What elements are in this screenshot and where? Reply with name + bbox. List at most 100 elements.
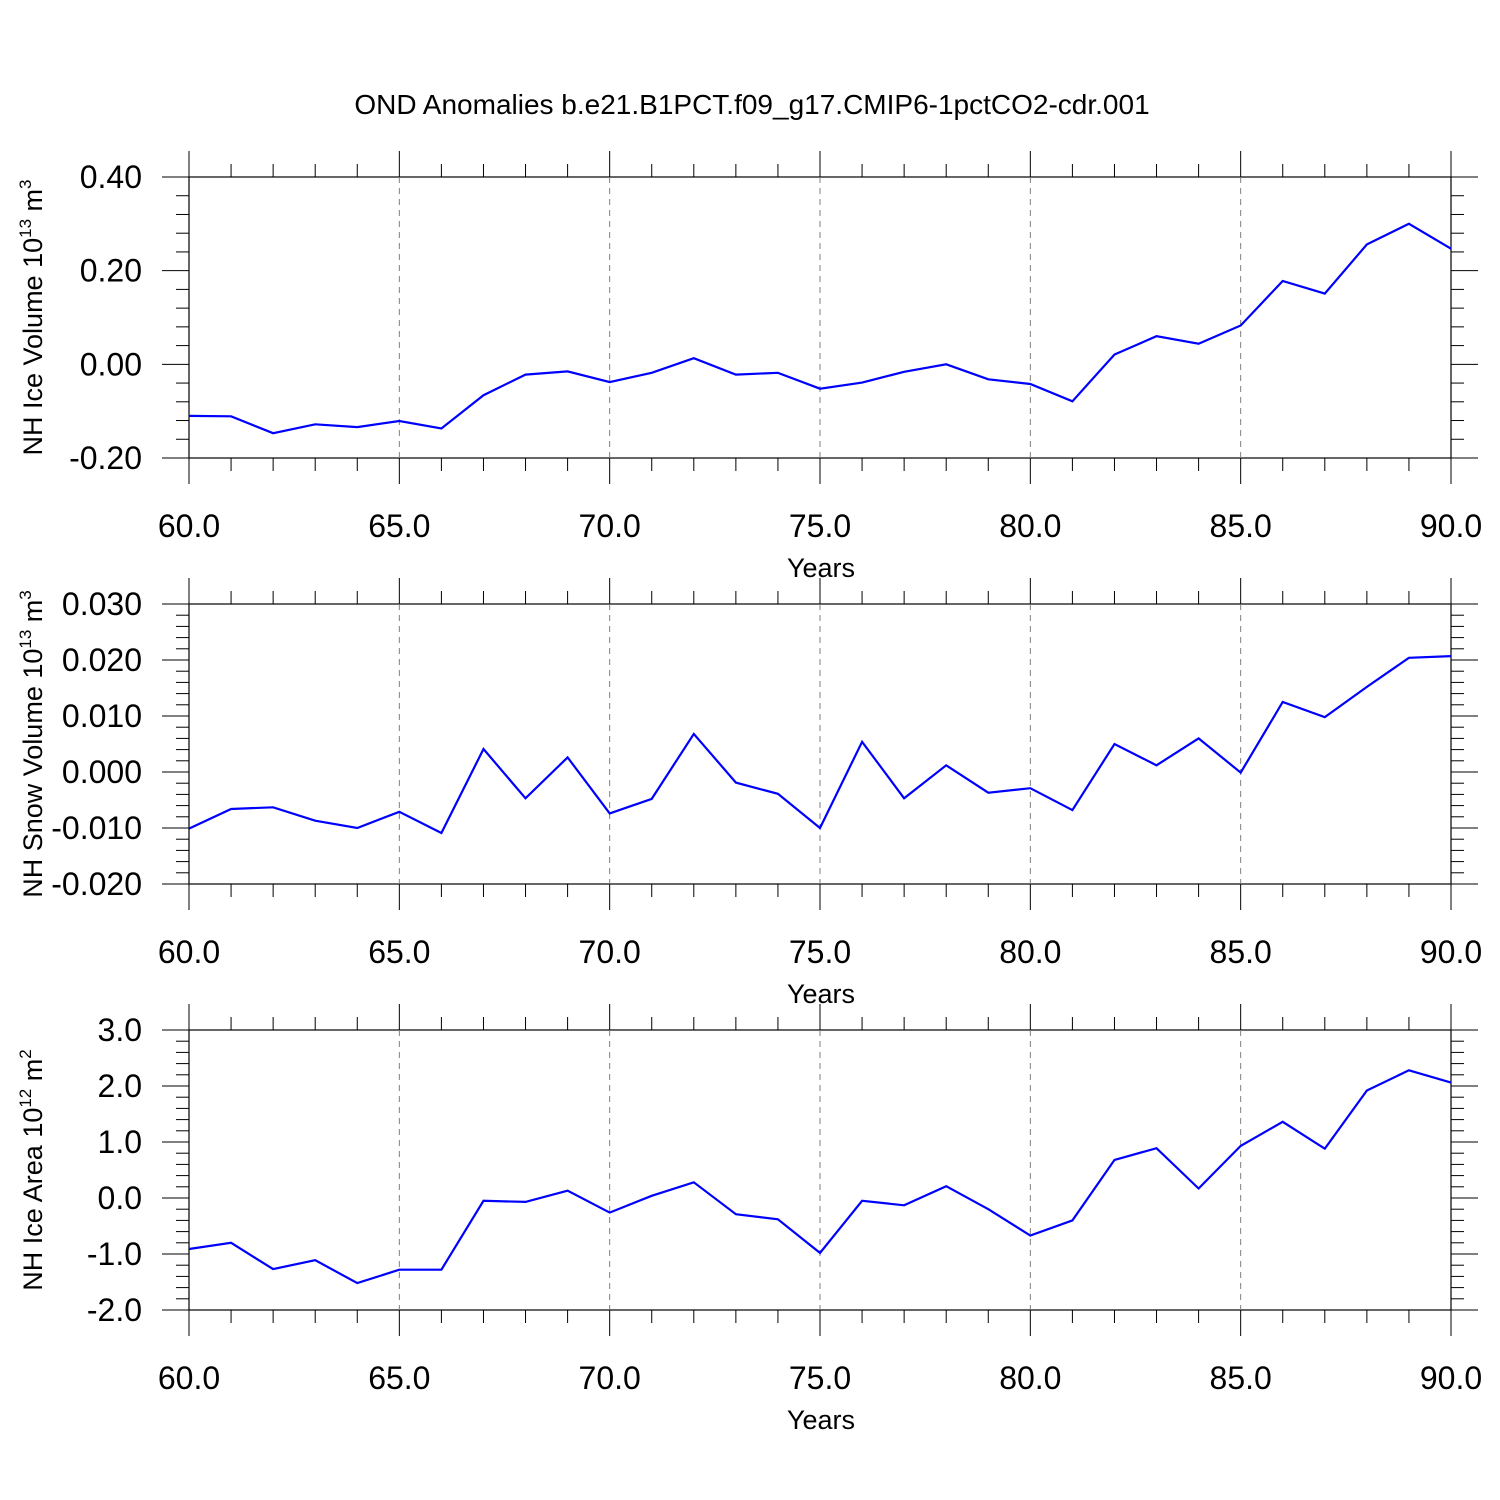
x-tick-label: 70.0	[579, 1360, 641, 1396]
y-axis-label-text: NH Ice Volume 10	[18, 238, 48, 456]
data-point	[314, 1259, 316, 1261]
x-tick-label: 90.0	[1420, 934, 1482, 970]
x-tick-label: 85.0	[1210, 934, 1272, 970]
data-point	[735, 782, 737, 784]
data-point	[314, 423, 316, 425]
data-point	[735, 1213, 737, 1215]
y-tick-label: -0.20	[69, 440, 142, 476]
data-point	[1113, 743, 1115, 745]
panels: 60.0 65.0 70.0 75.0 80.0 85.0 90.0 -0.20 0.00 0.2…	[16, 151, 1482, 1435]
data-point	[777, 372, 779, 374]
y-axis-label-text: NH Ice Area 10	[18, 1108, 48, 1291]
data-point	[398, 1269, 400, 1271]
data-point	[987, 378, 989, 380]
x-tick-label: 60.0	[158, 1360, 220, 1396]
data-point	[1071, 1219, 1073, 1221]
data-point	[1240, 772, 1242, 774]
data-point	[1450, 248, 1452, 250]
y-axis-label-superscript: 3	[16, 180, 35, 189]
data-point	[1366, 1089, 1368, 1091]
data-point	[440, 1269, 442, 1271]
x-tick-label: 80.0	[999, 934, 1061, 970]
data-point	[1324, 1148, 1326, 1150]
data-point	[903, 797, 905, 799]
data-point	[945, 764, 947, 766]
x-tick-label: 60.0	[158, 508, 220, 544]
x-tick-label: 80.0	[999, 508, 1061, 544]
x-tick-label: 80.0	[999, 1360, 1061, 1396]
data-point	[356, 426, 358, 428]
data-point	[693, 733, 695, 735]
data-point	[1324, 293, 1326, 295]
data-point	[1366, 243, 1368, 245]
x-tick-label: 60.0	[158, 934, 220, 970]
y-tick-label: 1.0	[98, 1124, 142, 1160]
y-axis-label-text: m	[18, 1059, 48, 1089]
data-point	[609, 1212, 611, 1214]
y-tick-label: 2.0	[98, 1068, 142, 1104]
data-point	[1113, 353, 1115, 355]
data-point	[861, 1200, 863, 1202]
y-axis-label-text: NH Snow Volume 10	[18, 649, 48, 898]
data-point	[861, 741, 863, 743]
data-point	[1240, 324, 1242, 326]
series-line	[188, 655, 1452, 835]
data-point	[903, 1204, 905, 1206]
data-point	[1071, 809, 1073, 811]
data-point	[1366, 686, 1368, 688]
data-point	[440, 832, 442, 834]
x-tick-label: 90.0	[1420, 1360, 1482, 1396]
data-point	[861, 382, 863, 384]
data-point	[567, 370, 569, 372]
x-tick-label: 65.0	[368, 934, 430, 970]
data-point	[230, 808, 232, 810]
data-point	[1029, 1235, 1031, 1237]
x-tick-label: 70.0	[579, 508, 641, 544]
data-point	[230, 1242, 232, 1244]
data-point	[188, 415, 190, 417]
y-axis-label-superscript: 2	[16, 1049, 35, 1058]
y-tick-label: -0.010	[51, 810, 142, 846]
data-point	[1198, 737, 1200, 739]
data-point	[1029, 787, 1031, 789]
data-point	[272, 1268, 274, 1270]
data-point	[482, 748, 484, 750]
data-point	[1240, 1145, 1242, 1147]
plot-frame	[188, 176, 1452, 459]
y-axis-label-superscript: 12	[16, 1089, 35, 1108]
data-point	[1282, 1121, 1284, 1123]
x-tick-label: 85.0	[1210, 508, 1272, 544]
y-tick-label: 0.020	[62, 642, 142, 678]
data-point	[945, 363, 947, 365]
data-point	[482, 1200, 484, 1202]
data-point	[356, 1282, 358, 1284]
y-axis-label-superscript: 3	[16, 590, 35, 599]
x-tick-label: 85.0	[1210, 1360, 1272, 1396]
data-point	[1156, 335, 1158, 337]
y-axis-label-text: m	[18, 600, 48, 630]
data-point	[777, 793, 779, 795]
y-tick-label: 0.010	[62, 698, 142, 734]
plot-frame	[188, 1029, 1452, 1311]
y-tick-label: 0.20	[80, 253, 142, 289]
y-tick-label: 0.030	[62, 586, 142, 622]
y-tick-label: 0.000	[62, 754, 142, 790]
data-point	[1156, 1147, 1158, 1149]
data-point	[1071, 400, 1073, 402]
data-point	[525, 1201, 527, 1203]
data-point	[188, 828, 190, 830]
data-point	[1198, 1187, 1200, 1189]
data-point	[819, 388, 821, 390]
data-point	[651, 798, 653, 800]
data-point	[272, 806, 274, 808]
panel-ice-area: 60.0 65.0 70.0 75.0 80.0 85.0 90.0 -2.0 -1.0 0.0 1…	[16, 1004, 1482, 1435]
data-point	[1156, 764, 1158, 766]
data-point	[609, 812, 611, 814]
data-point	[1282, 280, 1284, 282]
data-point	[819, 1252, 821, 1254]
data-point	[987, 1208, 989, 1210]
data-point	[567, 1190, 569, 1192]
data-point	[819, 827, 821, 829]
data-point	[314, 820, 316, 822]
